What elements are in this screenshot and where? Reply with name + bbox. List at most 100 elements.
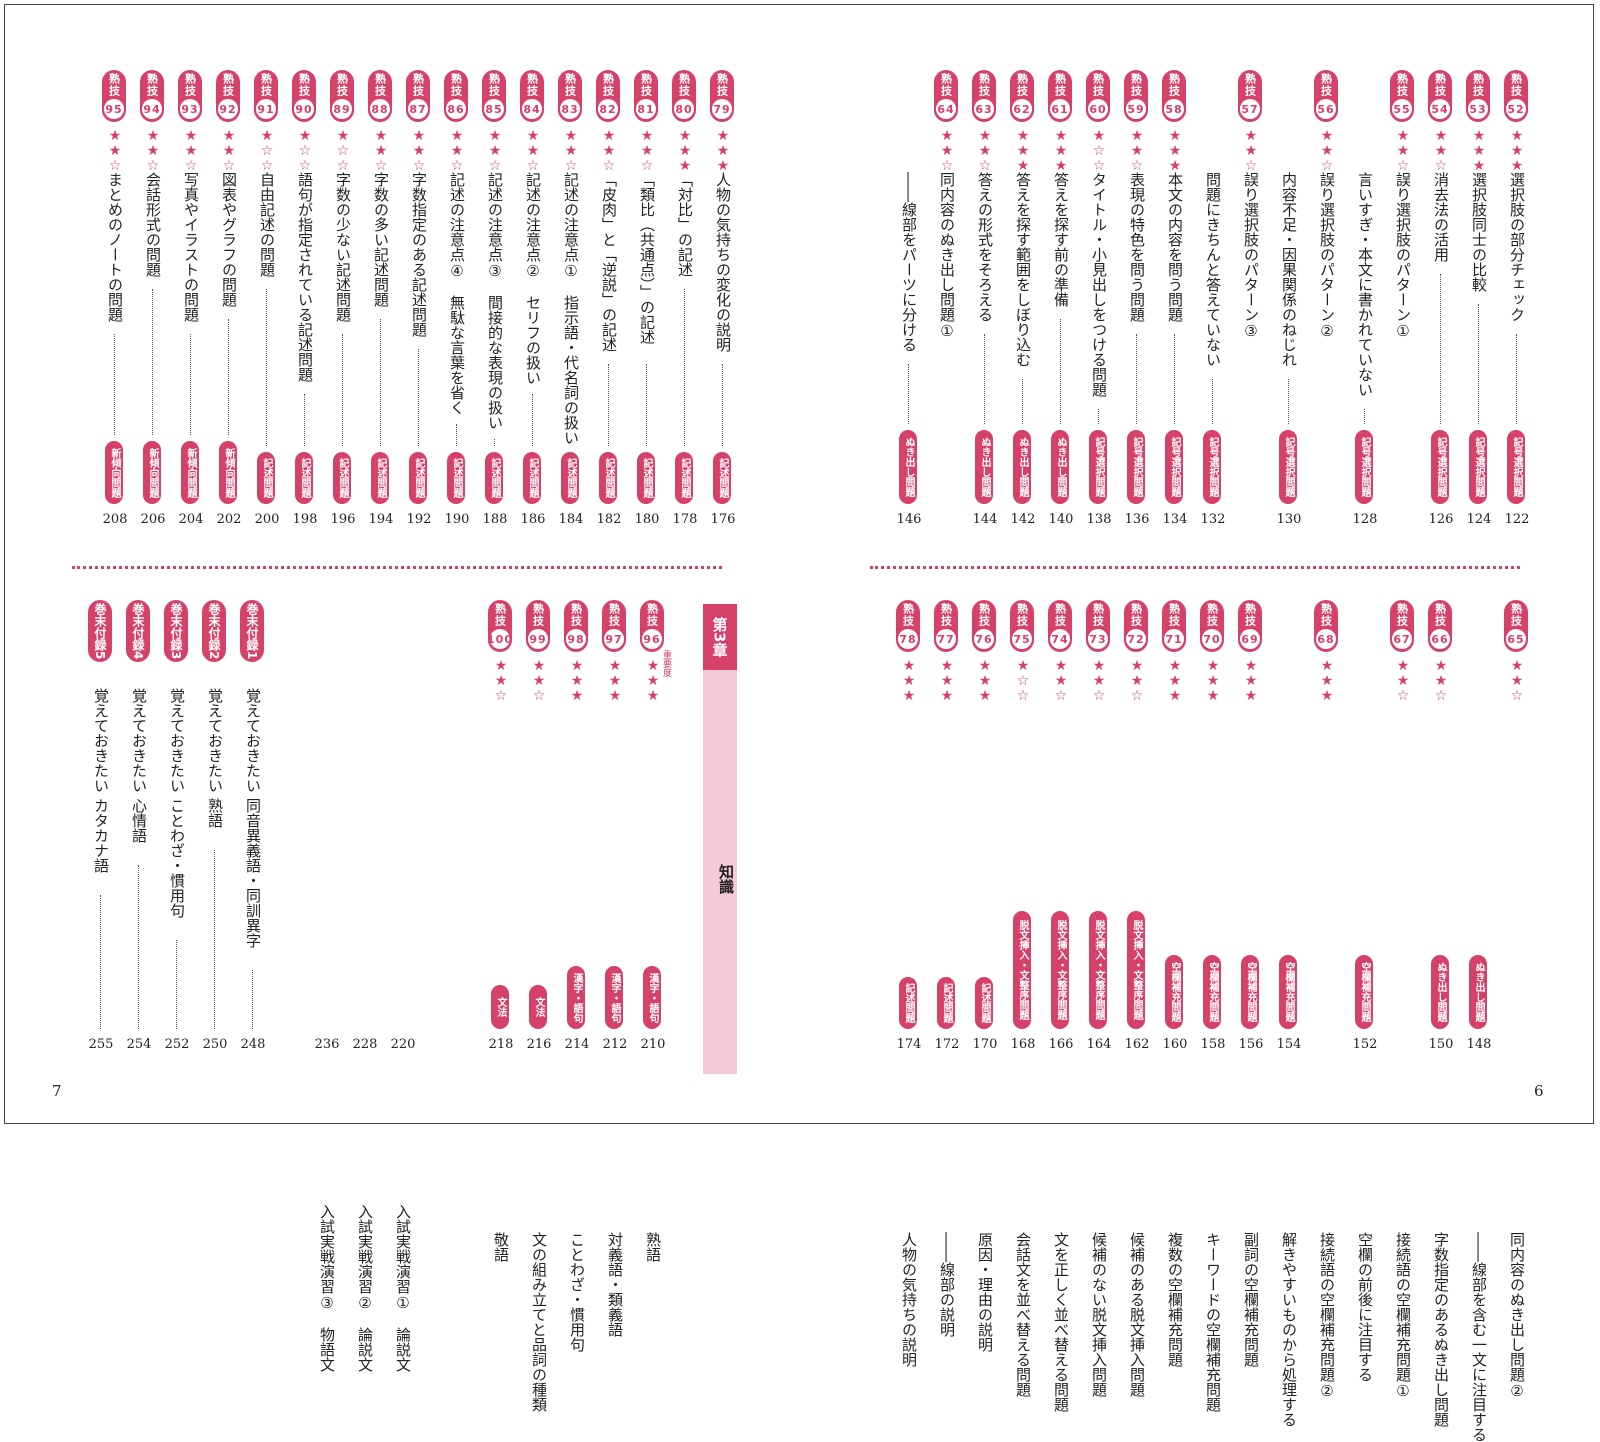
entry-title[interactable]: 複数の空欄補充問題 — [1166, 1232, 1184, 1367]
entry-title[interactable]: 解きやすいものから処理する — [1280, 1232, 1298, 1427]
toc-entry[interactable]: 熟技 89 ★☆☆ 字数の少ない記述問題 記述問題 196 — [326, 70, 360, 530]
toc-entry[interactable]: 熟技 97 ★★★ 対義語・類義語 漢字・語句 212 — [598, 600, 632, 1337]
toc-entry[interactable]: 熟技 95 ★★☆ まとめのノートの問題 新傾向問題 208 — [98, 70, 132, 530]
toc-entry[interactable]: 熟技 62 ★★★ 答えを探す範囲をしぼり込む ぬき出し問題 142 — [1006, 70, 1040, 530]
toc-entry[interactable]: 熟技 71 ★★★ 複数の空欄補充問題 空欄補充問題 160 — [1158, 600, 1192, 1367]
entry-title[interactable]: 誤り選択肢のパターン② — [1318, 172, 1336, 340]
appendix-entry[interactable]: 巻末付録5 覚えておきたい カタカナ語 255 — [84, 600, 118, 1055]
toc-entry[interactable]: 熟技 77 ★★★ ――線部の説明 記述問題 172 — [930, 600, 964, 1337]
entry-title[interactable]: 熟語 — [644, 1232, 662, 1262]
toc-entry[interactable]: 熟技 74 ★★☆ 文を正しく並べ替える問題 脱文挿入・文整序問題 166 — [1044, 600, 1078, 1412]
toc-entry[interactable]: ――線部を含む一文に注目する ぬき出し問題 148 — [1462, 600, 1496, 1442]
toc-entry[interactable]: 熟技 91 ★☆☆ 自由記述の問題 記述問題 200 — [250, 70, 284, 530]
toc-entry[interactable]: 熟技 100 ★★☆ 敬語 文法 218 — [484, 600, 518, 1262]
entry-title[interactable]: 覚えておきたい カタカナ語 — [92, 688, 110, 873]
entry-title[interactable]: 「皮肉」と「逆説」の記述 — [600, 172, 618, 352]
toc-entry[interactable]: 熟技 76 ★★★ 原因・理由の説明 記述問題 170 — [968, 600, 1002, 1352]
toc-entry[interactable]: 空欄の前後に注目する 空欄補充問題 152 — [1348, 600, 1382, 1382]
toc-entry[interactable]: 熟技 65 ★★☆ 同内容のぬき出し問題② — [1500, 600, 1534, 1400]
entry-title[interactable]: 言いすぎ・本文に書かれていない — [1356, 172, 1374, 397]
entry-title[interactable]: 字数の少ない記述問題 — [334, 172, 352, 322]
entry-title[interactable]: 表現の特色を問う問題 — [1128, 172, 1146, 322]
entry-title[interactable]: 答えを探す範囲をしぼり込む — [1014, 172, 1032, 367]
entry-title[interactable]: 入試実戦演習② 論説文 — [356, 1204, 374, 1372]
toc-entry[interactable]: 熟技 64 ★★☆ 同内容のぬき出し問題① — [930, 70, 964, 530]
toc-entry[interactable]: 熟技 90 ★☆☆ 語句が指定されている記述問題 記述問題 198 — [288, 70, 322, 530]
entry-title[interactable]: 本文の内容を問う問題 — [1166, 172, 1184, 322]
toc-entry[interactable]: 熟技 61 ★★★ 答えを探す前の準備 ぬき出し問題 140 — [1044, 70, 1078, 530]
toc-entry[interactable]: 入試実戦演習① 論説文 220 — [386, 600, 420, 1372]
toc-entry[interactable]: 熟技 66 ★★☆ 字数指定のあるぬき出し問題 ぬき出し問題 150 — [1424, 600, 1458, 1427]
entry-title[interactable]: 字数指定のある記述問題 — [410, 172, 428, 337]
toc-entry[interactable]: 熟技 84 ★★☆ 記述の注意点② セリフの扱い 記述問題 186 — [516, 70, 550, 530]
toc-entry[interactable]: 熟技 85 ★★☆ 記述の注意点③ 間接的な表現の扱い 記述問題 188 — [478, 70, 512, 530]
entry-title[interactable]: 「対比」の記述 — [676, 172, 694, 277]
toc-entry[interactable]: 言いすぎ・本文に書かれていない 記号選択問題 128 — [1348, 70, 1382, 530]
toc-entry[interactable]: 熟技 53 ★★★ 選択肢同士の比較 記号選択問題 124 — [1462, 70, 1496, 530]
entry-title[interactable]: ――線部をパーツに分ける — [900, 172, 918, 352]
entry-title[interactable]: 入試実戦演習③ 物語文 — [318, 1204, 336, 1372]
entry-title[interactable]: 字数指定のあるぬき出し問題 — [1432, 1232, 1450, 1427]
entry-title[interactable]: 接続語の空欄補充問題② — [1318, 1232, 1336, 1400]
entry-title[interactable]: 写真やイラストの問題 — [182, 172, 200, 322]
toc-entry[interactable]: 熟技 75 ★☆☆ 会話文を並べ替える問題 脱文挿入・文整序問題 168 — [1006, 600, 1040, 1397]
entry-title[interactable]: 敬語 — [492, 1232, 510, 1262]
entry-title[interactable]: 会話形式の問題 — [144, 172, 162, 277]
toc-entry[interactable]: 熟技 52 ★★★ 選択肢の部分チェック 記号選択問題 122 — [1500, 70, 1534, 530]
toc-entry[interactable]: 熟技 94 ★★☆ 会話形式の問題 新傾向問題 206 — [136, 70, 170, 530]
entry-title[interactable]: 入試実戦演習① 論説文 — [394, 1204, 412, 1372]
entry-title[interactable]: 答えを探す前の準備 — [1052, 172, 1070, 307]
entry-title[interactable]: 同内容のぬき出し問題① — [938, 172, 956, 340]
toc-entry[interactable]: 熟技 54 ★★☆ 消去法の活用 記号選択問題 126 — [1424, 70, 1458, 530]
entry-title[interactable]: 語句が指定されている記述問題 — [296, 172, 314, 382]
entry-title[interactable]: ことわざ・慣用句 — [568, 1232, 586, 1352]
toc-entry[interactable]: 熟技 99 ★★☆ 文の組み立てと品詞の種類 文法 216 — [522, 600, 556, 1412]
toc-entry[interactable]: 問題にきちんと答えていない 記号選択問題 132 — [1196, 70, 1230, 530]
entry-title[interactable]: 答えの形式をそろえる — [976, 172, 994, 322]
entry-title[interactable]: ――線部の説明 — [938, 1232, 956, 1337]
toc-entry[interactable]: 熟技 80 ★★★ 「対比」の記述 記述問題 178 — [668, 70, 702, 530]
entry-title[interactable]: タイトル・小見出しをつける問題 — [1090, 172, 1108, 397]
appendix-entry[interactable]: 巻末付録4 覚えておきたい 心情語 254 — [122, 600, 156, 1055]
toc-entry[interactable]: 熟技 56 ★★☆ 誤り選択肢のパターン② — [1310, 70, 1344, 530]
toc-entry[interactable]: 熟技 72 ★★☆ 候補のある脱文挿入問題 脱文挿入・文整序問題 162 — [1120, 600, 1154, 1397]
toc-entry[interactable]: 熟技 70 ★★★ キーワードの空欄補充問題 空欄補充問題 158 — [1196, 600, 1230, 1412]
entry-title[interactable]: 覚えておきたい 熟語 — [206, 688, 224, 828]
entry-title[interactable]: 接続語の空欄補充問題① — [1394, 1232, 1412, 1400]
toc-entry[interactable]: 熟技 92 ★★☆ 図表やグラフの問題 新傾向問題 202 — [212, 70, 246, 530]
entry-title[interactable]: 選択肢の部分チェック — [1508, 172, 1526, 322]
entry-title[interactable]: 記述の注意点② セリフの扱い — [524, 172, 542, 385]
toc-entry[interactable]: 熟技 96 ★★★ 熟語 漢字・語句 210 — [636, 600, 670, 1262]
toc-entry[interactable]: 熟技 87 ★★☆ 字数指定のある記述問題 記述問題 192 — [402, 70, 436, 530]
toc-entry[interactable]: 熟技 88 ★★☆ 字数の多い記述問題 記述問題 194 — [364, 70, 398, 530]
toc-entry[interactable]: 内容不足・因果関係のねじれ 記号選択問題 130 — [1272, 70, 1306, 530]
entry-title[interactable]: 覚えておきたい ことわざ・慣用句 — [168, 688, 186, 918]
toc-entry[interactable]: 熟技 81 ★★☆ 「類比（共通点）」の記述 記述問題 180 — [630, 70, 664, 530]
entry-title[interactable]: 文の組み立てと品詞の種類 — [530, 1232, 548, 1412]
toc-entry[interactable]: 熟技 86 ★★☆ 記述の注意点④ 無駄な言葉を省く 記述問題 190 — [440, 70, 474, 530]
appendix-entry[interactable]: 巻末付録2 覚えておきたい 熟語 250 — [198, 600, 232, 1055]
toc-entry[interactable]: 熟技 69 ★★★ 副詞の空欄補充問題 空欄補充問題 156 — [1234, 600, 1268, 1367]
toc-entry[interactable]: 熟技 68 ★★★ 接続語の空欄補充問題② — [1310, 600, 1344, 1400]
entry-title[interactable]: 「類比（共通点）」の記述 — [638, 172, 656, 345]
toc-entry[interactable]: 入試実戦演習② 論説文 228 — [348, 600, 382, 1372]
toc-entry[interactable]: 入試実戦演習③ 物語文 236 — [310, 600, 344, 1372]
entry-title[interactable]: 内容不足・因果関係のねじれ — [1280, 172, 1298, 367]
toc-entry[interactable]: 熟技 59 ★★☆ 表現の特色を問う問題 記号選択問題 136 — [1120, 70, 1154, 530]
entry-title[interactable]: 誤り選択肢のパターン① — [1394, 172, 1412, 340]
toc-entry[interactable]: 熟技 82 ★★☆ 「皮肉」と「逆説」の記述 記述問題 182 — [592, 70, 626, 530]
entry-title[interactable]: 空欄の前後に注目する — [1356, 1232, 1374, 1382]
entry-title[interactable]: 対義語・類義語 — [606, 1232, 624, 1337]
entry-title[interactable]: 同内容のぬき出し問題② — [1508, 1232, 1526, 1400]
entry-title[interactable]: 候補のある脱文挿入問題 — [1128, 1232, 1146, 1397]
entry-title[interactable]: 記述の注意点③ 間接的な表現の扱い — [486, 172, 504, 430]
entry-title[interactable]: ――線部を含む一文に注目する — [1470, 1232, 1488, 1442]
entry-title[interactable]: 記述の注意点④ 無駄な言葉を省く — [448, 172, 466, 415]
entry-title[interactable]: 覚えておきたい 同音異義語・同訓異字 — [244, 688, 262, 948]
toc-entry[interactable]: 熟技 73 ★★☆ 候補のない脱文挿入問題 脱文挿入・文整序問題 164 — [1082, 600, 1116, 1397]
appendix-entry[interactable]: 巻末付録3 覚えておきたい ことわざ・慣用句 252 — [160, 600, 194, 1055]
toc-entry[interactable]: 熟技 98 ★★★ ことわざ・慣用句 漢字・語句 214 — [560, 600, 594, 1352]
toc-entry[interactable]: 熟技 55 ★★☆ 誤り選択肢のパターン① — [1386, 70, 1420, 530]
entry-title[interactable]: 文を正しく並べ替える問題 — [1052, 1232, 1070, 1412]
entry-title[interactable]: 人物の気持ちの変化の説明 — [714, 172, 732, 352]
